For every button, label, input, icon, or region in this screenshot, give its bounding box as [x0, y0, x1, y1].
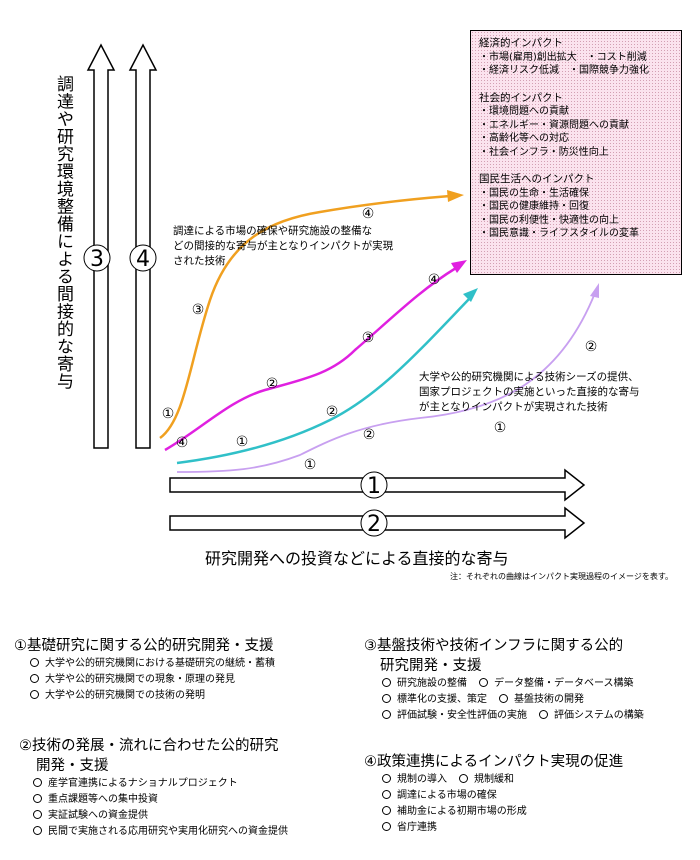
legend-item-row: 規制の導入 規制緩和: [382, 772, 694, 788]
direct-caption: 大学や公的研究機関による技術シーズの提供、 国家プロジェクトの実施といった直接的…: [419, 371, 640, 413]
life-impact-heading: 国民生活へのインパクト: [479, 173, 595, 185]
legend-item: 大学や公的研究機関における基礎研究の継続・蓄積: [30, 656, 359, 672]
circle-bullet-icon: [33, 810, 42, 819]
circle-bullet-icon: [382, 710, 391, 719]
legend-4: ④政策連携によるインパクト実現の促進 規制の導入 規制緩和 調達による市場の確保 …: [364, 752, 694, 836]
impact-diagram: 3 4 1 2 ① ③ ④ ④ ② ③ ④ ① ② ① ② ① ②: [83, 43, 599, 540]
legend-item-row: 評価試験・安全性評価の実施 評価システムの構築: [382, 708, 694, 724]
curve-magenta-marker: ③: [362, 330, 375, 346]
economic-impact-heading: 経済的インパクト: [479, 37, 563, 49]
legend-1-title: ①基礎研究に関する公的研究開発・支援: [14, 638, 274, 654]
legend-item: 大学や公的研究機関での技術の発明: [30, 688, 359, 704]
curve-lilac-marker: ①: [494, 420, 507, 436]
curve-lilac-arrowhead: [590, 283, 599, 298]
legend-item: 産学官連携によるナショナルプロジェクト: [33, 776, 359, 792]
impact-line: ・エネルギー・資源問題への貢献: [479, 119, 629, 131]
arrow-number-2: 2: [367, 512, 381, 537]
circle-bullet-icon: [382, 822, 391, 831]
circle-bullet-icon: [382, 774, 391, 783]
arrow-number-circle-4: [129, 244, 157, 272]
footnote: 注：それぞれの曲線はインパクト実現過程のイメージを表す。: [450, 572, 674, 581]
legend-item: 調達による市場の確保: [382, 788, 694, 804]
circle-bullet-icon: [382, 694, 391, 703]
impact-box: 経済的インパクト ・市場(雇用)創出拡大 ・コスト削減 ・経済リスク低減 ・国際…: [470, 30, 682, 275]
circle-bullet-icon: [30, 674, 39, 683]
impact-line: ・国民意識・ライフスタイルの変革: [479, 228, 639, 239]
curve-magenta-marker: ②: [266, 376, 279, 392]
circle-bullet-icon: [33, 794, 42, 803]
indirect-caption: 調達による市場の確保や研究施設の整備な どの間接的な寄与が主となりインパクトが実…: [173, 225, 394, 267]
arrow-number-circle-3: [83, 244, 111, 272]
circle-bullet-icon: [30, 690, 39, 699]
social-impact-section: 社会的インパクト ・環境問題への貢献 ・エネルギー・資源問題への貢献 ・高齢化等…: [479, 92, 675, 160]
curve-magenta-marker: ④: [428, 272, 441, 288]
legend-4-title: ④政策連携によるインパクト実現の促進: [364, 754, 624, 770]
legend-3: ③基盤技術や技術インフラに関する公的 研究開発・支援 研究施設の整備 データ整備・…: [364, 636, 694, 724]
social-impact-heading: 社会的インパクト: [479, 91, 563, 104]
circle-bullet-icon: [33, 826, 42, 835]
circle-bullet-icon: [459, 774, 468, 783]
curve-magenta-arrowhead: [451, 260, 467, 273]
economic-impact-section: 経済的インパクト ・市場(雇用)創出拡大 ・コスト削減 ・経済リスク低減 ・国際…: [479, 37, 675, 78]
circle-bullet-icon: [382, 790, 391, 799]
circle-bullet-icon: [382, 678, 391, 687]
arrow-number-circle-1: [360, 471, 388, 499]
impact-line: ・国民の健康維持・回復: [479, 201, 589, 212]
impact-line: ・国民の利便性・快適性の向上: [479, 214, 619, 226]
curve-lilac-marker: ②: [363, 427, 376, 443]
arrow-number-1: 1: [367, 474, 381, 499]
curve-teal-arrowhead: [463, 288, 478, 302]
circle-bullet-icon: [33, 778, 42, 787]
curve-orange-marker: ④: [362, 206, 375, 222]
curve-lilac-marker: ②: [585, 339, 598, 355]
legend-item: 実証試験への資金提供: [33, 808, 359, 824]
vertical-axis-label: 調達や研究環境整備による間接的な寄与: [53, 75, 73, 390]
impact-line: ・社会インフラ・防災性向上: [479, 146, 609, 158]
life-impact-section: 国民生活へのインパクト ・国民の生命・生活確保 ・国民の健康維持・回復 ・国民の…: [479, 173, 675, 241]
curve-orange-arrowhead: [447, 190, 464, 202]
circle-bullet-icon: [30, 658, 39, 667]
circle-bullet-icon: [479, 678, 488, 687]
impact-line: ・市場(雇用)創出拡大 ・コスト削減: [479, 51, 647, 63]
legend-2: ②技術の発展・流れに合わせた公的研究 開発・支援 産学官連携によるナショナルプロ…: [19, 736, 359, 840]
impact-line: ・国民の生命・生活確保: [479, 187, 589, 199]
curve-magenta-marker: ④: [176, 435, 189, 451]
legend-item: 大学や公的研究機関での現象・原理の発見: [30, 672, 359, 688]
curve-teal-marker: ②: [326, 404, 339, 420]
legend-item-row: 標準化の支援、策定 基盤技術の開発: [382, 692, 694, 708]
curve-teal-marker: ①: [236, 434, 249, 450]
curve-orange: [159, 194, 451, 440]
curve-teal: [176, 297, 471, 465]
curve-magenta: [164, 266, 457, 452]
arrow-number-3: 3: [90, 247, 104, 272]
curve-orange-marker: ③: [192, 302, 205, 318]
arrow-number-circle-2: [360, 509, 388, 537]
legend-2-title: ②技術の発展・流れに合わせた公的研究 開発・支援: [19, 738, 279, 774]
horizontal-axis-label: 研究開発への投資などによる直接的な寄与: [205, 549, 509, 568]
legend-item: 省庁連携: [382, 820, 694, 836]
circle-bullet-icon: [539, 710, 548, 719]
legend-item: 補助金による初期市場の形成: [382, 804, 694, 820]
legend-3-title: ③基盤技術や技術インフラに関する公的 研究開発・支援: [364, 638, 624, 674]
impact-line: ・経済リスク低減 ・国際競争力強化: [479, 65, 649, 76]
legend-item: 重点課題等への集中投資: [33, 792, 359, 808]
curve-lilac-marker: ①: [304, 457, 317, 473]
curve-orange-marker: ①: [162, 406, 175, 422]
impact-line: ・高齢化等への対応: [479, 133, 569, 144]
legend-item: 民間で実施される応用研究や実用化研究への資金提供: [33, 824, 359, 840]
arrow-number-4: 4: [136, 247, 150, 272]
curve-lilac: [176, 292, 596, 473]
impact-line: ・環境問題への貢献: [479, 106, 569, 117]
legend-item-row: 研究施設の整備 データ整備・データベース構築: [382, 676, 694, 692]
circle-bullet-icon: [382, 806, 391, 815]
legend-1: ①基礎研究に関する公的研究開発・支援 大学や公的研究機関における基礎研究の継続・…: [14, 636, 359, 704]
circle-bullet-icon: [499, 694, 508, 703]
